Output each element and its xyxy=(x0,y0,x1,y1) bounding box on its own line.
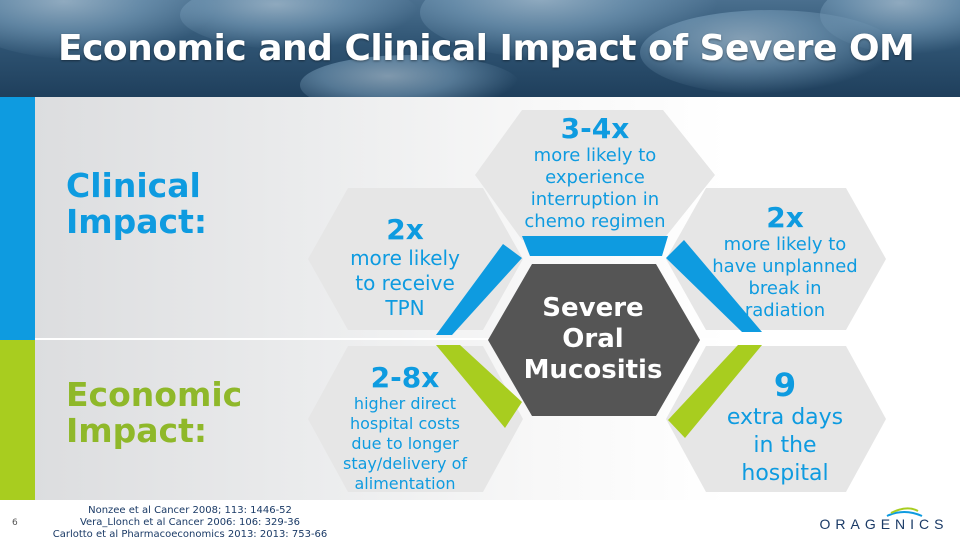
connector-left xyxy=(436,244,522,335)
reference-item: Vera_Llonch et al Cancer 2006: 106: 329-… xyxy=(79,517,301,528)
hex-bottom-right-text: 9 extra days in the hospital xyxy=(705,366,865,488)
economic-band xyxy=(0,340,35,500)
hex-top-text: 3-4x more likely to experience interrupt… xyxy=(505,113,685,233)
references: Nonzee et al Cancer 2008; 113: 1446-52 V… xyxy=(40,505,340,541)
hex-bottom-left-text: 2-8x higher direct hospital costs due to… xyxy=(325,362,485,494)
hex-bottom-right-line: extra days xyxy=(726,405,844,430)
center-line1: Severe xyxy=(542,293,644,323)
hex-right-line: have unplanned xyxy=(712,256,858,277)
hex-top-line: more likely to xyxy=(533,145,657,166)
hex-right-line: radiation xyxy=(744,300,826,321)
hex-left-line: TPN xyxy=(385,296,425,320)
hex-bottom-left-line: hospital costs xyxy=(349,414,460,433)
hex-top-value: 3-4x xyxy=(560,112,630,145)
slide-title: Economic and Clinical Impact of Severe O… xyxy=(58,28,915,69)
oragenics-logo: ORAGENICS xyxy=(819,507,948,532)
hex-bottom-right-line: in the xyxy=(753,433,817,458)
economic-label-line1: Economic xyxy=(66,375,243,414)
hex-left-text: 2x more likely to receive TPN xyxy=(330,214,480,321)
hex-bottom-left-line: higher direct xyxy=(353,394,457,413)
clinical-label-line1: Clinical xyxy=(66,166,201,205)
hex-right-value: 2x xyxy=(766,201,804,234)
connector-top xyxy=(522,236,668,256)
hex-center xyxy=(488,264,700,416)
hex-bottom-left-value: 2-8x xyxy=(370,361,440,394)
hex-bottom-left-line: due to longer xyxy=(351,434,459,453)
hex-bottom-right-line: hospital xyxy=(741,461,829,486)
header-banner: Economic and Clinical Impact of Severe O… xyxy=(0,0,960,97)
connector-bottom-left xyxy=(436,345,522,428)
economic-label-line2: Impact: xyxy=(66,411,208,450)
center-line2: Oral xyxy=(562,324,624,354)
economic-impact-label: Economic Impact: xyxy=(66,377,242,449)
center-line3: Mucositis xyxy=(523,355,663,385)
hex-left-value: 2x xyxy=(386,213,424,246)
hex-bottom-right-value: 9 xyxy=(773,366,797,404)
hex-left-line: more likely xyxy=(350,246,460,270)
reference-item: Carlotto et al Pharmacoeconomics 2013: 2… xyxy=(52,529,328,540)
hex-bottom-left-line: stay/delivery of xyxy=(342,454,468,473)
hex-bottom-left-line: alimentation xyxy=(354,474,456,493)
hex-right-text: 2x more likely to have unplanned break i… xyxy=(700,202,870,322)
hex-right-line: more likely to xyxy=(723,234,847,255)
hex-top xyxy=(475,110,715,240)
hex-right-line: break in xyxy=(748,278,822,299)
logo-text: ORAGENICS xyxy=(819,516,948,532)
clinical-impact-label: Clinical Impact: xyxy=(66,168,207,240)
connector-bottom-right xyxy=(668,345,762,438)
center-label: Severe Oral Mucositis xyxy=(508,293,678,386)
clinical-band xyxy=(0,97,35,340)
hex-top-line: experience xyxy=(545,167,645,188)
hex-left-line: to receive xyxy=(355,271,455,295)
connector-right xyxy=(666,240,762,332)
reference-item: Nonzee et al Cancer 2008; 113: 1446-52 xyxy=(88,505,292,516)
hex-top-line: interruption in xyxy=(530,189,660,210)
clinical-label-line2: Impact: xyxy=(66,202,208,241)
hex-top-line: chemo regimen xyxy=(524,211,666,232)
page-number: 6 xyxy=(12,518,18,528)
